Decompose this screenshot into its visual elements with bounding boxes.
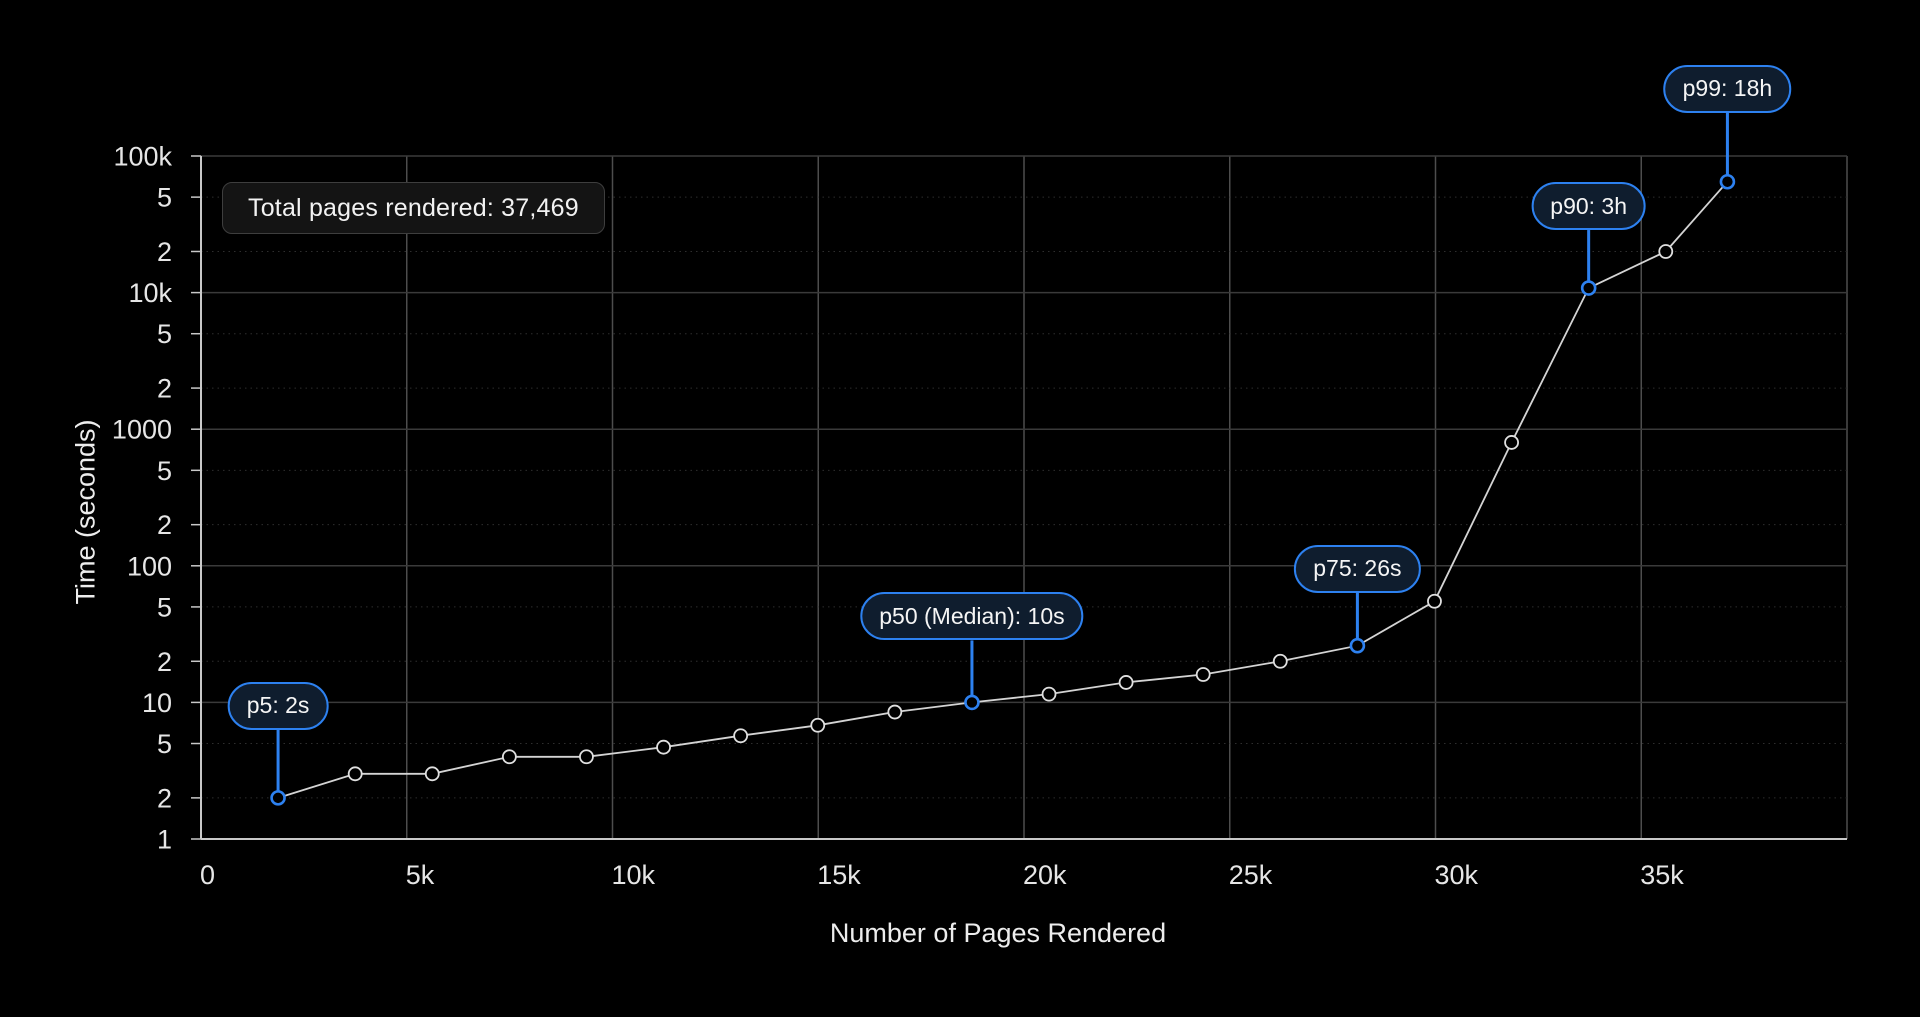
y-tick-label: 5 — [157, 319, 172, 349]
annotation-p90: p90: 3h — [1531, 182, 1647, 231]
y-tick-label: 5 — [157, 183, 172, 213]
y-tick-label: 5 — [157, 456, 172, 486]
y-tick-label: 100 — [127, 551, 172, 581]
y-tick-label: 100k — [113, 142, 172, 172]
data-point-marker-highlighted[interactable] — [1349, 637, 1366, 654]
x-axis-title: Number of Pages Rendered — [829, 918, 1167, 948]
data-point-marker[interactable] — [424, 766, 440, 782]
y-tick-label: 10k — [128, 278, 172, 308]
x-tick-label: 30k — [1435, 860, 1479, 890]
y-tick-label: 5 — [157, 729, 172, 759]
annotation-p50: p50 (Median): 10s — [860, 592, 1084, 641]
data-point-marker[interactable] — [1195, 667, 1211, 682]
x-tick-label: 20k — [1023, 860, 1067, 890]
data-point-marker-highlighted[interactable] — [1580, 280, 1597, 296]
data-point-marker[interactable] — [347, 766, 363, 782]
y-tick-label: 2 — [157, 510, 172, 540]
data-point-marker[interactable] — [1041, 686, 1057, 702]
series-line — [277, 181, 1729, 799]
data-point-marker[interactable] — [579, 749, 594, 765]
data-point-marker-highlighted[interactable] — [270, 790, 286, 806]
y-tick-label: 10 — [142, 688, 172, 718]
x-tick-label: 25k — [1229, 860, 1273, 890]
annotation-p5: p5: 2s — [227, 681, 329, 730]
data-point-marker[interactable] — [810, 717, 826, 733]
y-tick-label: 5 — [157, 592, 172, 622]
total-pages-box: Total pages rendered: 37,469 — [222, 182, 605, 234]
x-tick-label: 10k — [612, 860, 656, 890]
y-tick-label: 1 — [157, 825, 172, 855]
x-tick-label: 0 — [200, 860, 215, 890]
data-point-marker[interactable] — [887, 704, 903, 720]
y-tick-label: 2 — [157, 374, 172, 404]
data-point-marker-highlighted[interactable] — [1719, 173, 1736, 190]
data-point-marker[interactable] — [656, 739, 671, 755]
data-point-marker[interactable] — [1427, 593, 1442, 609]
y-tick-label: 2 — [157, 647, 172, 677]
data-point-marker[interactable] — [1504, 435, 1519, 450]
y-axis-title: Time (seconds) — [70, 419, 101, 605]
y-tick-label: 2 — [157, 237, 172, 267]
data-point-marker[interactable] — [1272, 653, 1288, 669]
data-point-marker-highlighted[interactable] — [964, 694, 980, 711]
y-tick-label: 1000 — [112, 415, 172, 445]
y-tick-label: 2 — [157, 783, 172, 813]
data-point-marker[interactable] — [1658, 244, 1674, 259]
x-tick-label: 15k — [817, 860, 861, 890]
data-point-marker[interactable] — [501, 749, 517, 765]
data-point-marker[interactable] — [1118, 675, 1134, 690]
x-tick-label: 5k — [406, 860, 435, 890]
x-tick-label: 35k — [1640, 860, 1684, 890]
annotation-p75: p75: 26s — [1294, 544, 1421, 593]
data-point-marker[interactable] — [733, 728, 749, 744]
annotation-p99: p99: 18h — [1663, 64, 1792, 113]
